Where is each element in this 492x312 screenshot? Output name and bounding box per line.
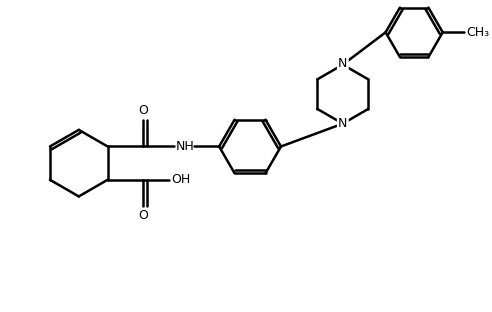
Text: N: N [338, 117, 347, 130]
Text: O: O [138, 104, 148, 117]
Text: OH: OH [171, 173, 190, 186]
Text: NH: NH [176, 140, 194, 153]
Text: O: O [138, 209, 148, 222]
Text: CH₃: CH₃ [466, 26, 490, 39]
Text: N: N [338, 57, 347, 70]
